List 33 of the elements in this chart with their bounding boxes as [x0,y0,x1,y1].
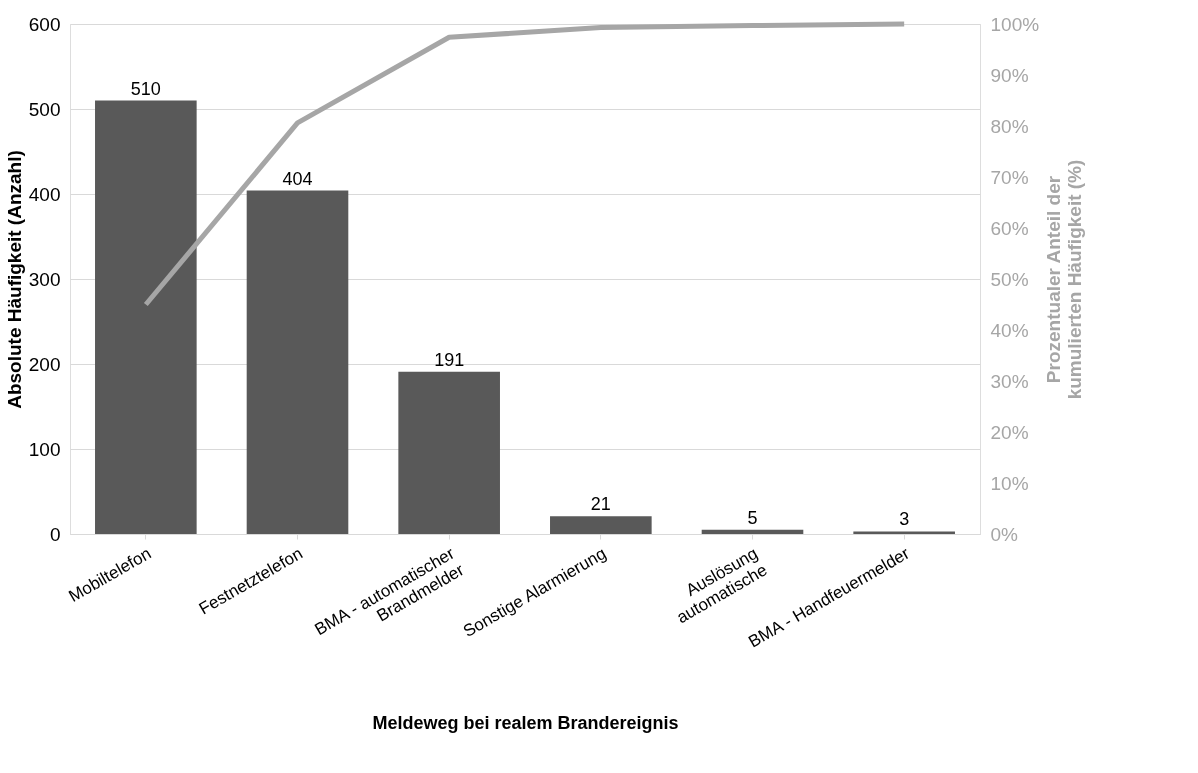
y2-tick-label: 10% [990,472,1029,494]
y-tick-label: 600 [28,13,61,35]
data-label: 191 [434,349,465,370]
y-tick-label: 200 [28,353,61,375]
y-axis-title: Absolute Häufigkeit (Anzahl) [3,150,25,409]
y2-tick-label: 50% [990,268,1029,290]
data-label: 3 [899,509,910,530]
bar [246,190,349,534]
x-axis-title: Meldeweg bei realem Brandereignis [372,713,679,734]
y-tick-label: 500 [28,98,61,120]
y2-tick-label: 100% [990,13,1040,35]
y2-tick-label: 80% [990,115,1029,137]
bar [853,531,955,534]
bar [398,371,500,534]
y2-tick-label: 60% [990,217,1029,239]
y-tick-label: 300 [28,268,61,290]
y2-axis-title: Prozentualer Anteil der kumulierten Häufigkeit (%) [1043,159,1086,400]
data-label: 5 [747,507,758,528]
y2-tick-label: 40% [990,319,1029,341]
y-tick-label: 0 [49,523,61,545]
y2-tick-label: 30% [990,370,1029,392]
bar [95,100,197,534]
data-label: 510 [130,78,161,99]
data-label: 21 [590,494,611,515]
y2-tick-label: 90% [990,64,1029,86]
data-label: 404 [282,168,313,189]
y-tick-label: 100 [28,438,61,460]
y2-tick-label: 20% [990,421,1029,443]
bar [701,529,804,534]
y2-tick-label: 0% [990,523,1019,545]
y-tick-label: 400 [28,183,61,205]
bar [550,516,652,534]
y2-tick-label: 70% [990,166,1029,188]
